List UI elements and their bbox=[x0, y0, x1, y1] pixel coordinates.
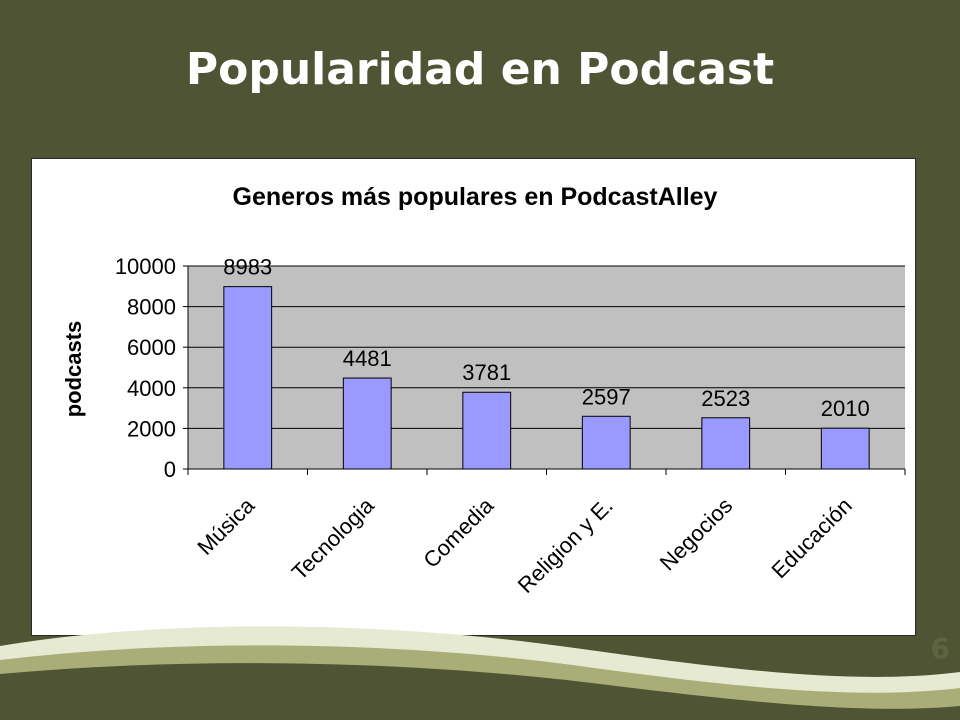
wave-decoration bbox=[0, 626, 960, 720]
y-tick-label: 2000 bbox=[127, 416, 176, 441]
data-label: 2523 bbox=[701, 386, 750, 411]
data-label: 3781 bbox=[462, 360, 511, 385]
x-tick-label: Música bbox=[192, 492, 259, 559]
y-tick-label: 10000 bbox=[115, 254, 176, 279]
bar-chart: Generos más populares en PodcastAlley po… bbox=[61, 183, 906, 598]
bar bbox=[342, 377, 392, 470]
x-tick-label: Religion y E. bbox=[513, 493, 618, 598]
page-number: 6 bbox=[930, 632, 950, 665]
y-tick-label: 8000 bbox=[127, 295, 176, 320]
bar bbox=[223, 286, 273, 470]
bar bbox=[701, 417, 751, 470]
y-tick-label: 0 bbox=[164, 457, 176, 482]
x-tick-label: Negocios bbox=[655, 493, 738, 576]
bar bbox=[462, 391, 512, 470]
data-label: 2010 bbox=[821, 396, 870, 421]
x-tick-label: Tecnologia bbox=[287, 492, 380, 585]
wave-dark bbox=[0, 663, 960, 720]
y-tick-label: 4000 bbox=[127, 376, 176, 401]
plot-area: 0 2000 4000 6000 8000 10000 8983 Música 4481 Tecn… bbox=[115, 254, 906, 598]
bar bbox=[581, 415, 631, 470]
data-label: 8983 bbox=[223, 255, 272, 280]
plot-background bbox=[188, 266, 905, 469]
y-axis-label: podcasts bbox=[61, 321, 86, 418]
bar bbox=[820, 427, 870, 470]
y-tick-label: 6000 bbox=[127, 335, 176, 360]
x-tick-label: Educación bbox=[766, 493, 856, 583]
slide-title: Popularidad en Podcast bbox=[185, 44, 775, 95]
chart-panel: Generos más populares en PodcastAlley po… bbox=[31, 158, 916, 636]
data-label: 4481 bbox=[343, 346, 392, 371]
data-label: 2597 bbox=[582, 384, 631, 409]
x-tick-label: Comedia bbox=[418, 492, 498, 572]
chart-title: Generos más populares en PodcastAlley bbox=[233, 183, 718, 211]
